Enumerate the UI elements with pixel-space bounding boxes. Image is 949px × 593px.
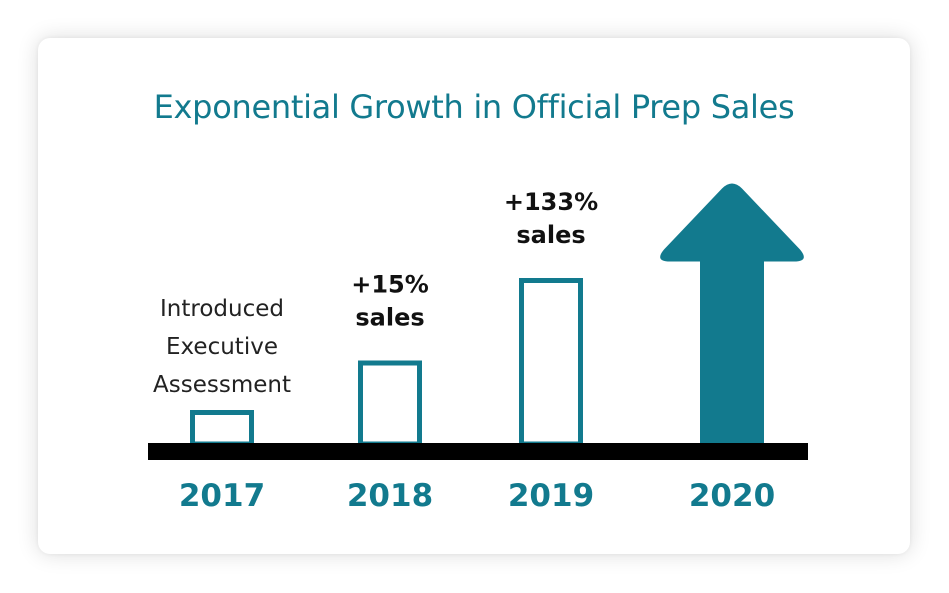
annotation-line: Assessment — [153, 372, 291, 398]
annotations-layer: IntroducedExecutiveAssessment+15%sales+1… — [153, 188, 598, 398]
x-axis-baseline — [148, 443, 808, 460]
x-tick-label-2017: 2017 — [179, 478, 265, 514]
x-tick-label-2019: 2019 — [508, 478, 594, 514]
bar-2019 — [519, 278, 583, 447]
bars-layer — [190, 183, 804, 447]
annotation-line: Executive — [166, 334, 278, 360]
annotation-2017: Introduced Executive Assessment — [153, 296, 291, 398]
annotation-line: sales — [516, 221, 585, 249]
annotation-line: sales — [355, 304, 424, 332]
annotation-2018: +15% sales — [351, 271, 429, 332]
annotation-line: Introduced — [160, 296, 284, 322]
bar-2018 — [358, 360, 422, 447]
bar-2017 — [190, 410, 254, 447]
x-tick-label-2020: 2020 — [689, 478, 775, 514]
bar-2020-arrow — [660, 183, 804, 445]
annotation-2019: +133% sales — [504, 188, 598, 249]
x-tick-label-2018: 2018 — [347, 478, 433, 514]
annotation-line: +15% — [351, 271, 429, 299]
chart-card — [38, 38, 910, 554]
chart-title: Exponential Growth in Official Prep Sale… — [154, 88, 795, 126]
annotation-line: +133% — [504, 188, 598, 216]
year-labels: 2017 2018 2019 2020 — [179, 478, 775, 514]
